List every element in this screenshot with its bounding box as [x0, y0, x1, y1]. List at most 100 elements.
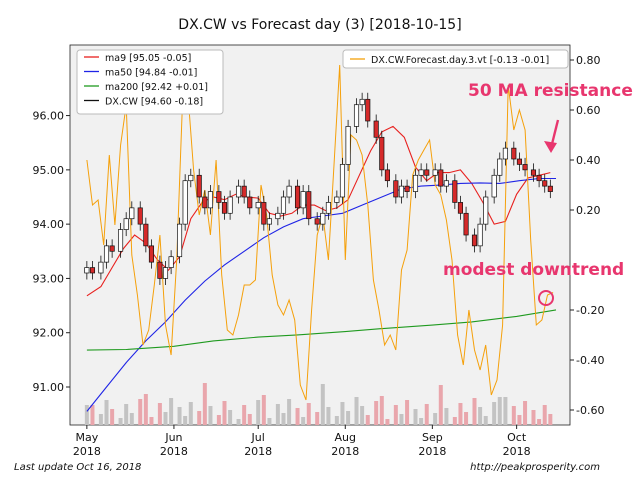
candle-body — [393, 180, 399, 198]
volume-bar — [281, 413, 286, 425]
x-tick-label-year: 2018 — [503, 445, 531, 458]
candle-body — [143, 223, 149, 247]
volume-bars — [84, 383, 553, 425]
candle-body — [404, 185, 410, 192]
series-line-ma200 — [86, 309, 557, 351]
volume-bar — [228, 410, 233, 425]
candle-body — [123, 218, 129, 230]
volume-bar — [177, 407, 182, 425]
candle-body — [522, 164, 528, 171]
legends: ma9 [95.05 -0.05] ma50 [94.84 -0.01] ma200… — [76, 49, 569, 115]
candle-body — [438, 169, 444, 187]
volume-bar — [399, 414, 404, 425]
y-right-tick-label: -0.60 — [576, 404, 604, 417]
candle-body — [516, 158, 522, 165]
volume-bar — [497, 397, 502, 425]
candle-body — [418, 169, 424, 176]
volume-bar — [287, 399, 292, 425]
annotations: 50 MA resistance modest downtrend — [443, 81, 633, 306]
volume-bar — [301, 417, 306, 425]
footer-source: http://peakprosperity.com — [470, 462, 600, 473]
candle-body — [162, 267, 169, 279]
legend-left-box — [76, 49, 224, 115]
y-left-tick-label: 92.00 — [33, 327, 65, 340]
volume-bar — [346, 411, 351, 425]
candle-body — [148, 245, 155, 263]
volume-bar — [433, 413, 438, 425]
volume-bar — [138, 399, 143, 425]
candle-body — [255, 202, 261, 209]
volume-bar — [267, 418, 272, 425]
candle-body — [261, 202, 267, 225]
candle-body — [241, 185, 247, 198]
volume-bar — [163, 412, 168, 425]
candle-body — [502, 147, 508, 160]
volume-bar — [334, 416, 339, 425]
volume-bar — [256, 400, 261, 425]
candle-body — [182, 180, 188, 225]
volume-bar — [531, 410, 536, 425]
volume-bar — [419, 418, 424, 425]
legend-left-label: DX.CW [94.60 -0.18] — [105, 97, 203, 108]
footer-last-update: Last update Oct 16, 2018 — [14, 462, 142, 473]
candle-body — [412, 174, 419, 192]
candle-body — [345, 126, 351, 165]
y-right-tick-label: 0.20 — [576, 204, 601, 217]
volume-bar — [188, 402, 193, 425]
candle-body — [320, 212, 326, 225]
volume-bar — [548, 414, 553, 425]
candle-body — [511, 147, 517, 160]
x-tick-label-month: Sep — [422, 431, 443, 444]
volume-bar — [247, 414, 252, 425]
candle-body — [334, 196, 340, 203]
volume-bar — [444, 408, 449, 425]
candle-body — [314, 218, 320, 225]
candle-body — [109, 245, 115, 252]
y-right-tick-label: -0.20 — [576, 304, 604, 317]
candle-body — [221, 202, 228, 214]
y-left-tick-label: 94.00 — [33, 218, 65, 231]
candle-body — [98, 261, 104, 274]
annotation-modest-downtrend: modest downtrend — [443, 260, 624, 280]
volume-bar — [84, 405, 89, 425]
volume-bar — [483, 416, 488, 425]
x-tick-label-month: Jun — [164, 431, 182, 444]
candle-body — [463, 212, 469, 236]
volume-bar — [478, 407, 483, 425]
volume-bar — [222, 401, 227, 425]
volume-bar — [104, 400, 109, 425]
candle-body — [457, 202, 463, 214]
legend-right-label: DX.CW.Forecast.day.3.vt [-0.13 -0.01] — [371, 55, 549, 66]
volume-bar — [208, 406, 213, 425]
candle-body — [432, 169, 438, 176]
candle-body — [483, 196, 489, 225]
series-line-dx-cw-forecast-day-3-vt — [86, 64, 554, 401]
candle-body — [497, 158, 503, 176]
volume-bar — [157, 403, 162, 425]
annotation-circle — [538, 290, 554, 306]
candle-body — [207, 191, 213, 209]
x-tick-label-year: 2018 — [331, 445, 359, 458]
y-left-tick-label: 93.00 — [33, 272, 65, 285]
volume-bar — [393, 405, 398, 425]
legend-left-label: ma50 [94.84 -0.01] — [105, 68, 197, 79]
volume-bar — [183, 416, 188, 425]
x-tick-label-year: 2018 — [418, 445, 446, 458]
candle-body — [379, 136, 385, 171]
volume-bar — [511, 406, 516, 425]
chart-title: DX.CW vs Forecast day (3) [2018-10-15] — [178, 17, 461, 33]
x-tick-label-month: Jul — [251, 431, 265, 444]
candle-body — [266, 218, 272, 225]
volume-bar — [236, 419, 241, 425]
volume-bar — [261, 395, 266, 425]
candle-body — [129, 207, 135, 220]
y-left-tick-label: 91.00 — [33, 381, 65, 394]
volume-bar — [517, 415, 522, 425]
candle-body — [227, 196, 233, 214]
candle-body — [398, 185, 405, 198]
candle-body — [294, 185, 301, 209]
candle-body — [280, 196, 287, 214]
candle-body — [216, 191, 222, 203]
volume-bar — [472, 398, 477, 425]
